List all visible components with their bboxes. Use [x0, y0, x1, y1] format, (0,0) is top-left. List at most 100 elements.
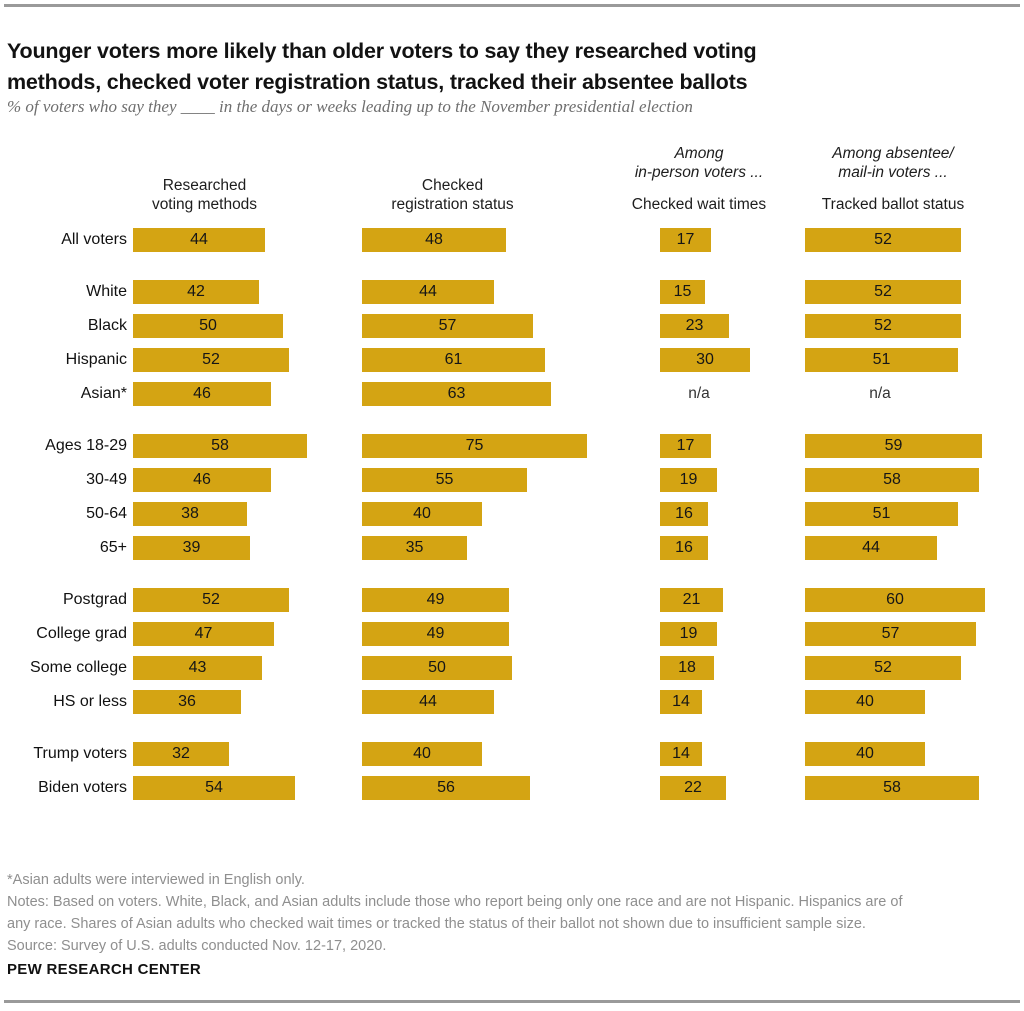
bar: 47 — [133, 622, 274, 646]
bar: 35 — [362, 536, 467, 560]
column-header-checked-registration-status: Checked registration status — [360, 176, 545, 214]
row-label: White — [86, 283, 127, 300]
bar: 16 — [660, 536, 708, 560]
top-divider — [4, 4, 1020, 7]
chart-row: White 42 44 15 52 — [0, 280, 1024, 304]
title-line-2: methods, checked voter registration stat… — [7, 70, 748, 95]
bar: 75 — [362, 434, 587, 458]
bar: 52 — [805, 314, 961, 338]
column-label: Researched voting methods — [151, 177, 258, 213]
bar: 15 — [660, 280, 705, 304]
column-label: Checked registration status — [391, 177, 514, 213]
row-label: Trump voters — [33, 745, 127, 762]
brand-label: PEW RESEARCH CENTER — [7, 961, 202, 978]
row-group: White 42 44 15 52 Black 50 57 23 52 Hispanic 52 61 30… — [0, 280, 1024, 406]
column-header-researched-voting-methods: Researched voting methods — [112, 176, 297, 214]
row-group: All voters 44 48 17 52 — [0, 228, 1024, 252]
row-label: Postgrad — [62, 591, 127, 608]
bar: 55 — [362, 468, 527, 492]
bar: 44 — [362, 690, 494, 714]
row-label: Some college — [30, 659, 127, 676]
bar: 36 — [133, 690, 241, 714]
bar: 58 — [805, 776, 979, 800]
chart-row: Some college 43 50 18 52 — [0, 656, 1024, 680]
row-label: Asian* — [80, 385, 127, 402]
chart-row: Postgrad 52 49 21 60 — [0, 588, 1024, 612]
bar: 52 — [805, 228, 961, 252]
bar: 50 — [362, 656, 512, 680]
bar: 57 — [362, 314, 533, 338]
bar: 40 — [805, 690, 925, 714]
bar: 56 — [362, 776, 530, 800]
bar: 46 — [133, 468, 271, 492]
chart-row: Asian* 46 63 n/a n/a — [0, 382, 1024, 406]
row-label: Black — [87, 317, 127, 334]
bar: 17 — [660, 434, 711, 458]
bar: 63 — [362, 382, 551, 406]
title-line-1: Younger voters more likely than older vo… — [7, 39, 757, 64]
bar: 14 — [660, 690, 702, 714]
bar: 57 — [805, 622, 976, 646]
column-label: Tracked ballot status — [821, 196, 965, 213]
bar: 48 — [362, 228, 506, 252]
chart-row: 30-49 46 55 19 58 — [0, 468, 1024, 492]
bar: 18 — [660, 656, 714, 680]
row-label: 50-64 — [86, 505, 127, 522]
chart-row: Ages 18-29 58 75 17 59 — [0, 434, 1024, 458]
bar: 59 — [805, 434, 982, 458]
chart-row: 50-64 38 40 16 51 — [0, 502, 1024, 526]
bar: 58 — [805, 468, 979, 492]
chart-row: Black 50 57 23 52 — [0, 314, 1024, 338]
bar: 40 — [805, 742, 925, 766]
chart-row: Trump voters 32 40 14 40 — [0, 742, 1024, 766]
bar: 44 — [362, 280, 494, 304]
bar: 44 — [133, 228, 265, 252]
bar: 40 — [362, 742, 482, 766]
footnote-notes-line-1: Notes: Based on voters. White, Black, an… — [7, 894, 903, 910]
bar: 54 — [133, 776, 295, 800]
column-context: Among in-person voters ... — [634, 145, 764, 181]
chart-row: College grad 47 49 19 57 — [0, 622, 1024, 646]
bar: 51 — [805, 348, 958, 372]
bar: 38 — [133, 502, 247, 526]
bar: 40 — [362, 502, 482, 526]
bar: 19 — [660, 622, 717, 646]
footnotes: *Asian adults were interviewed in Englis… — [7, 869, 902, 957]
column-header-tracked-ballot-status: Among absentee/ mail-in voters ... Track… — [794, 144, 992, 214]
bar: 51 — [805, 502, 958, 526]
bar: 16 — [660, 502, 708, 526]
na-label: n/a — [688, 385, 710, 402]
bar: 52 — [133, 348, 289, 372]
row-group: Ages 18-29 58 75 17 59 30-49 46 55 19 58 50-64 38 40… — [0, 434, 1024, 560]
column-header-checked-wait-times: Among in-person voters ... Checked wait … — [608, 144, 790, 214]
row-label: 30-49 — [86, 471, 127, 488]
chart-row: 65+ 39 35 16 44 — [0, 536, 1024, 560]
bar: 23 — [660, 314, 729, 338]
row-label: 65+ — [99, 539, 127, 556]
bar: 61 — [362, 348, 545, 372]
bar: 49 — [362, 622, 509, 646]
chart-row: Hispanic 52 61 30 51 — [0, 348, 1024, 372]
row-label: College grad — [36, 625, 127, 642]
bar: 49 — [362, 588, 509, 612]
bar: 50 — [133, 314, 283, 338]
bar: 39 — [133, 536, 250, 560]
column-headers: Researched voting methods Checked regist… — [0, 140, 1024, 214]
row-label: Ages 18-29 — [45, 437, 127, 454]
bar: 44 — [805, 536, 937, 560]
footnote-notes-line-2: any race. Shares of Asian adults who che… — [7, 916, 866, 932]
bar: 52 — [133, 588, 289, 612]
bar: 43 — [133, 656, 262, 680]
chart-row: All voters 44 48 17 52 — [0, 228, 1024, 252]
bar: 19 — [660, 468, 717, 492]
bar: 46 — [133, 382, 271, 406]
chart-subtitle: % of voters who say they ____ in the day… — [7, 97, 693, 116]
bottom-divider — [4, 1000, 1020, 1003]
bar: 30 — [660, 348, 750, 372]
row-group: Trump voters 32 40 14 40 Biden voters 54 56 22 58 — [0, 742, 1024, 800]
row-label: Hispanic — [65, 351, 127, 368]
bar: 22 — [660, 776, 726, 800]
na-label: n/a — [869, 385, 891, 402]
page-title: Younger voters more likely than older vo… — [7, 36, 987, 98]
row-label: All voters — [61, 231, 127, 248]
